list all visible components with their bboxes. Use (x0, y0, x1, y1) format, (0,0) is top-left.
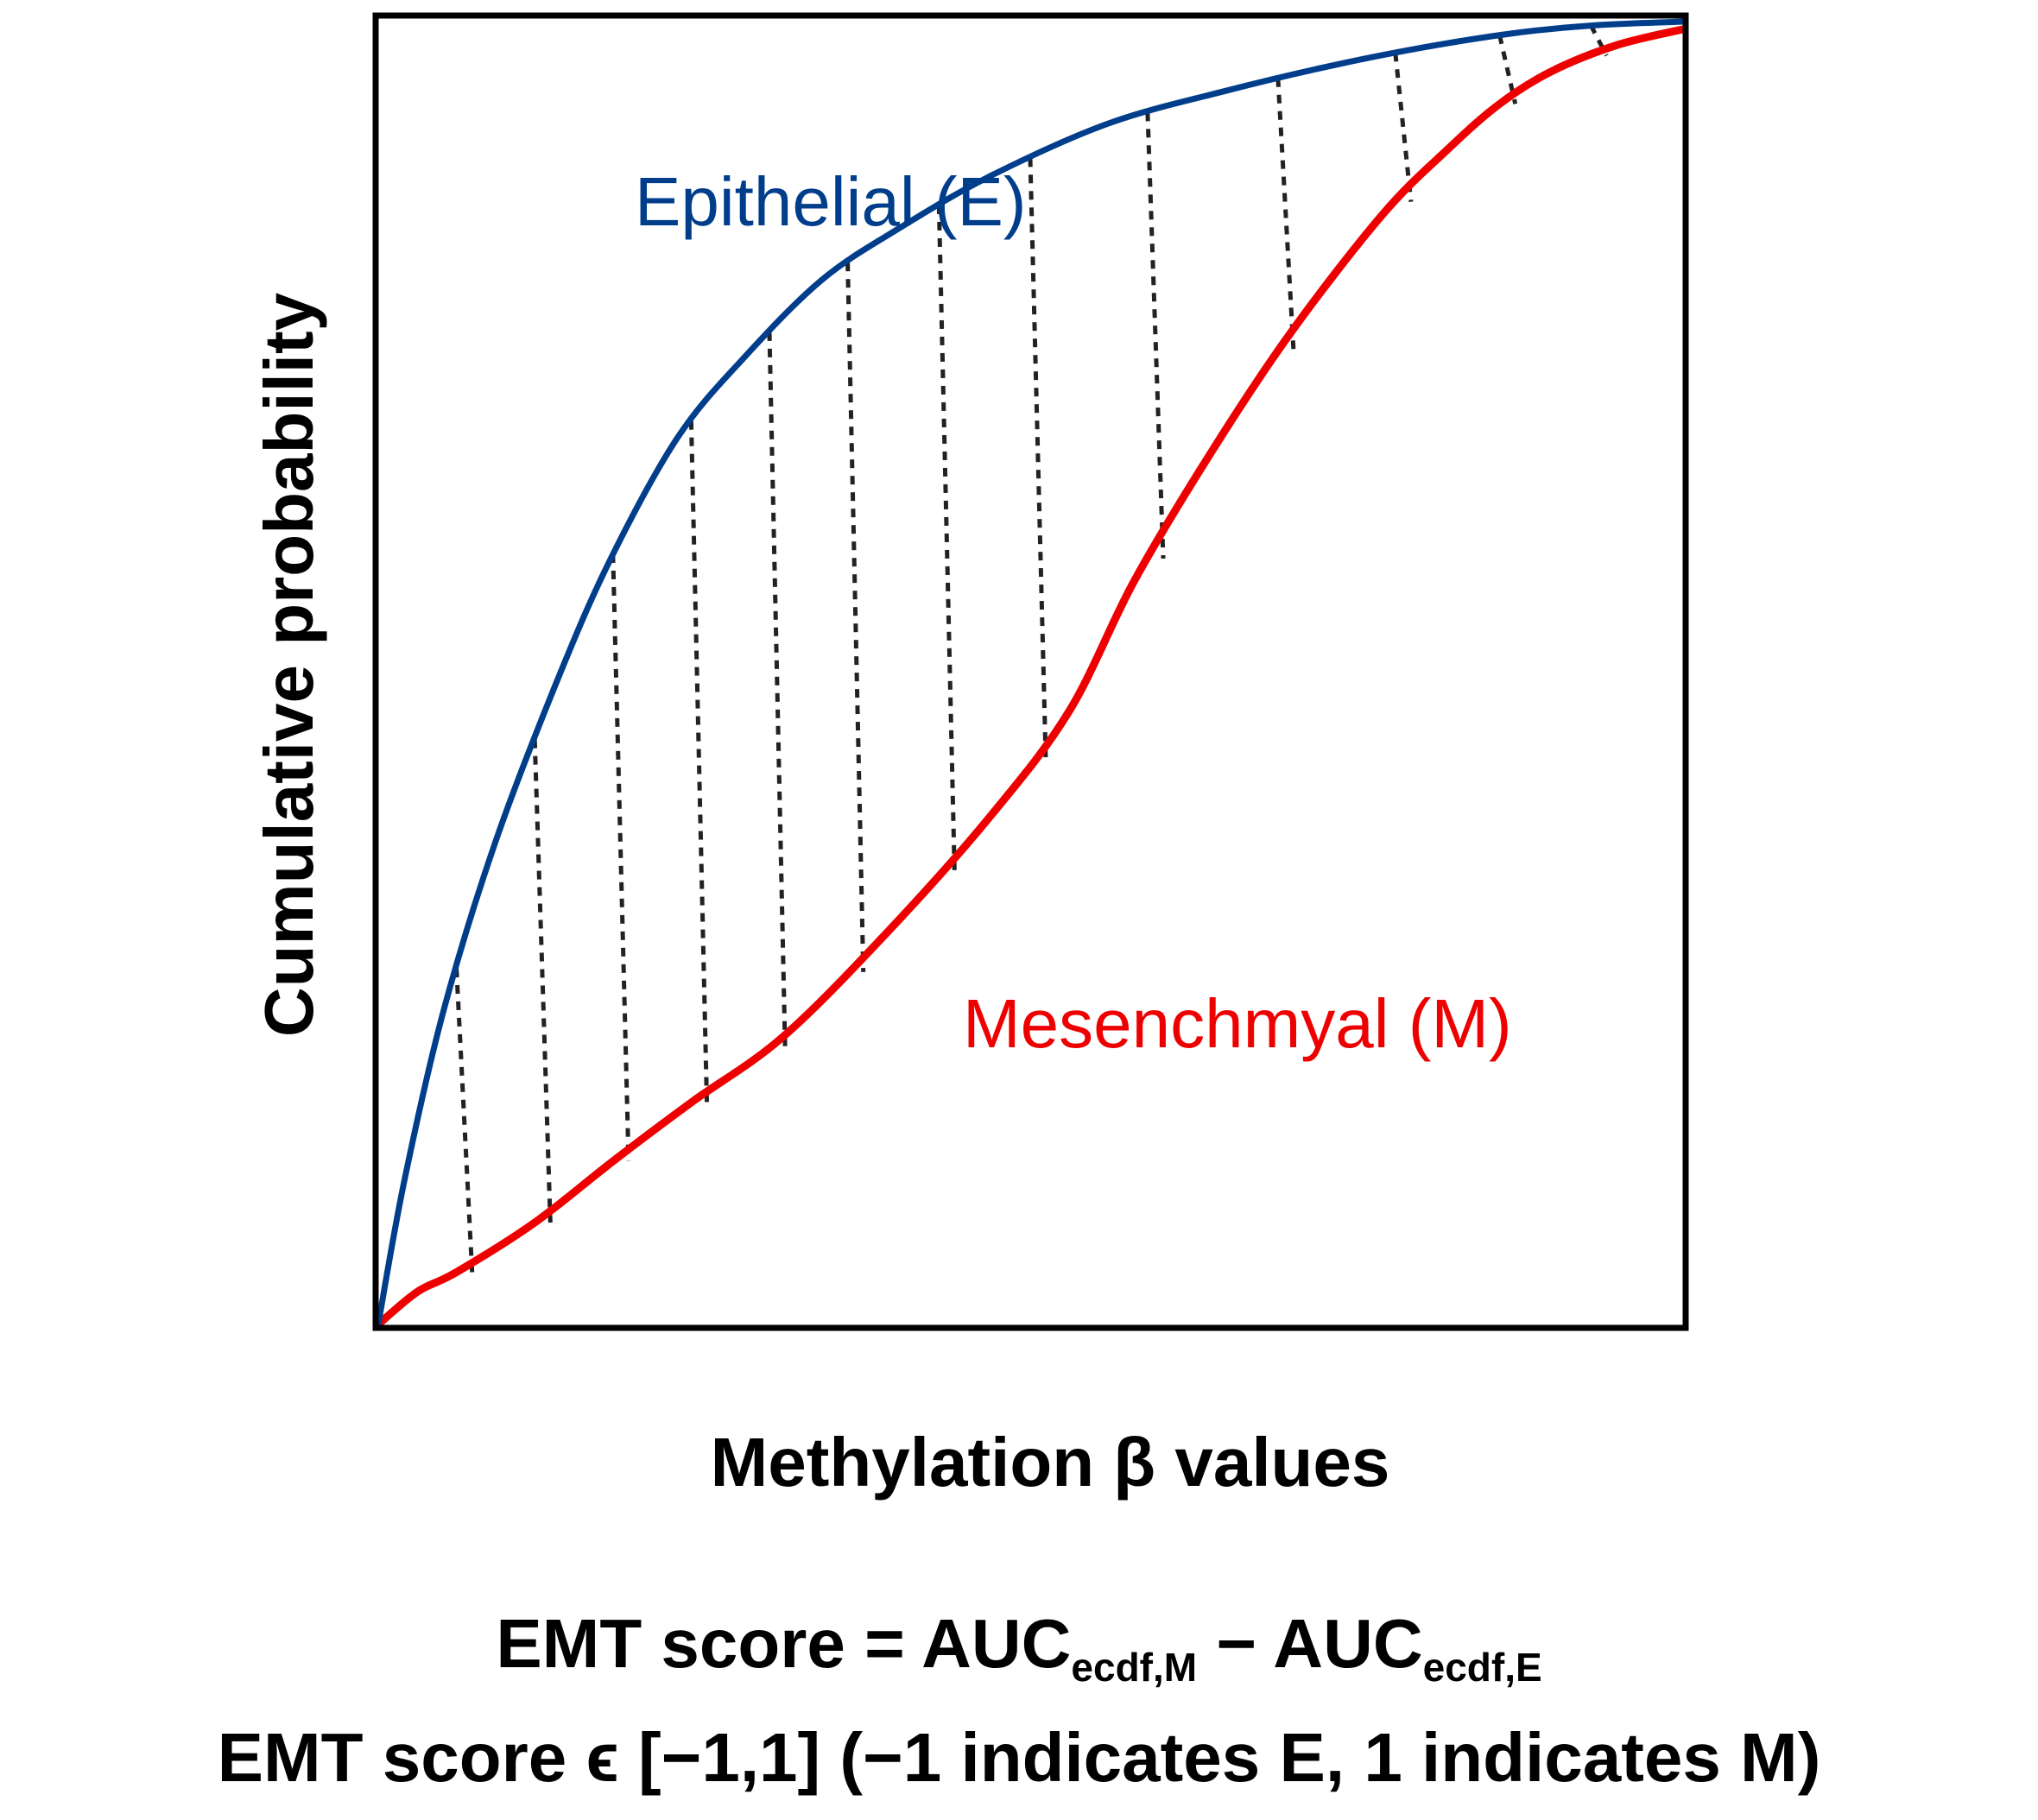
hatch-line-4 (688, 420, 710, 1103)
hatch-line-12 (1497, 35, 1518, 104)
hatch-line-13 (1589, 24, 1609, 57)
formula-subscript-m: ecdf,M (1071, 1645, 1198, 1690)
series-line-mesenchymal (374, 25, 1687, 1329)
hatch-line-6 (845, 262, 866, 972)
hatch-line-1 (454, 968, 475, 1273)
x-axis-label: Methylation β values (710, 1424, 1390, 1501)
hatch-line-9 (1145, 112, 1166, 559)
formula-prefix: EMT score = AUC (496, 1605, 1072, 1682)
hatch-line-8 (1028, 158, 1048, 763)
y-axis-label: Cumulative probability (250, 292, 327, 1038)
hatch-line-3 (611, 553, 631, 1162)
shaded-region (454, 24, 1609, 1273)
series-line-epithelial (375, 18, 1686, 1328)
series-label-mesenchymal: Mesenchmyal (M) (963, 985, 1512, 1062)
formula-line-1: EMT score = AUCecdf,M − AUCecdf,E (0, 1604, 2038, 1687)
formula-line-2: EMT score ϵ [−1,1] (−1 indicates E, 1 in… (217, 1719, 1821, 1796)
plot-frame (372, 12, 1689, 1331)
formula-subscript-e: ecdf,E (1422, 1645, 1542, 1690)
series-lines (374, 18, 1687, 1329)
hatch-line-5 (767, 332, 788, 1047)
hatch-line-11 (1393, 53, 1414, 202)
hatch-line-10 (1275, 78, 1296, 352)
formula-mid: − AUC (1197, 1605, 1423, 1682)
series-label-epithelial: Epithelial (E) (635, 163, 1027, 240)
hatch-line-2 (532, 739, 553, 1223)
hatch-line-7 (936, 205, 957, 875)
